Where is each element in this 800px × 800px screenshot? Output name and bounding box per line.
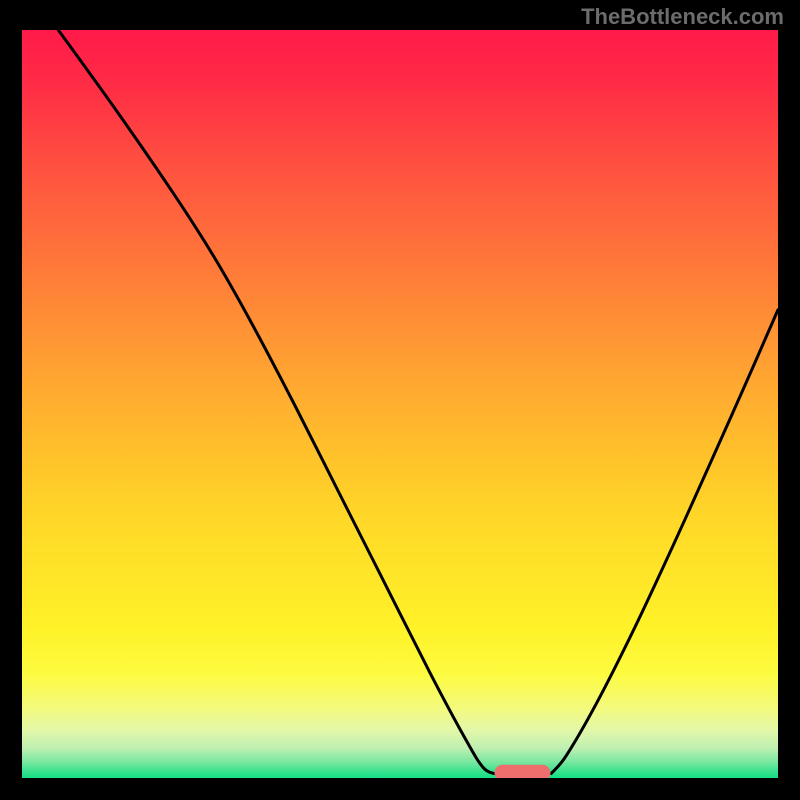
plot-area: [22, 30, 778, 778]
watermark-text: TheBottleneck.com: [581, 4, 784, 30]
gradient-background: [22, 30, 778, 778]
bottleneck-chart: TheBottleneck.com: [0, 0, 800, 800]
optimum-marker: [494, 765, 550, 778]
plot-svg: [22, 30, 778, 778]
